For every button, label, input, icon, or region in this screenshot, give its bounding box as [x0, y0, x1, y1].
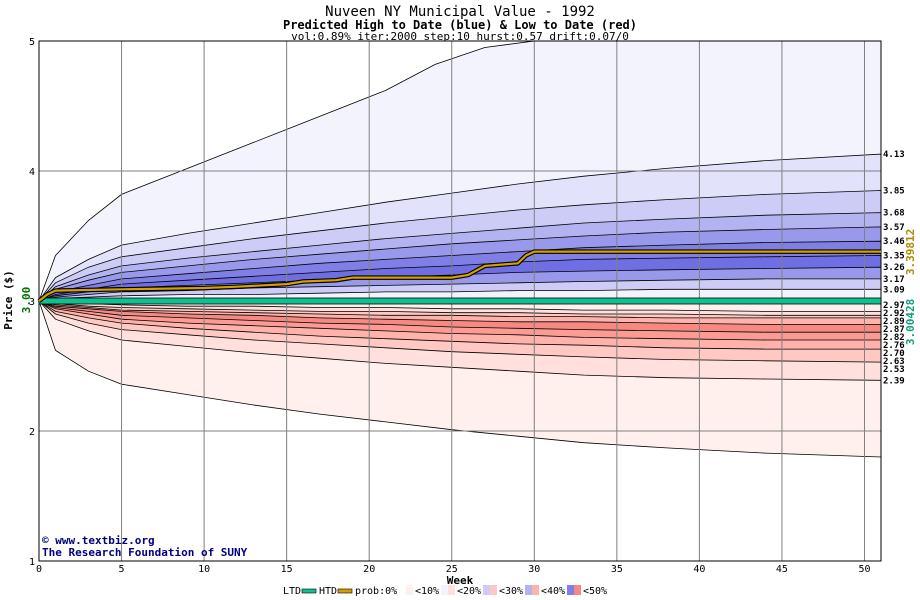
credit-block: © www.textbiz.org The Research Foundatio… [42, 534, 248, 559]
y-tick-label: 3 [29, 297, 35, 308]
legend: LTD HTD prob:0% <10% <20% <30% <40% <50% [283, 585, 607, 597]
legend-swatch-low [448, 585, 455, 595]
band-value-labels: 4.13 3.85 3.68 3.57 3.46 3.353.26 3.173.09 2.97… [883, 150, 905, 386]
price-paths [37, 249, 882, 305]
band-value-label: 2.39 [883, 376, 905, 386]
x-tick-label: 20 [363, 564, 375, 575]
legend-label: <30% [499, 586, 523, 597]
band-value-label: 2.87 [883, 325, 905, 335]
band-value-label: 2.89 [883, 317, 905, 327]
ltd-end-value: 3.00428 [904, 299, 917, 345]
legend-line-swatch [337, 588, 353, 594]
band-value-label: 3.46 [883, 237, 905, 247]
y-tick-label: 2 [29, 427, 35, 438]
legend-swatch-high [525, 585, 532, 595]
x-tick-label: 15 [281, 564, 293, 575]
legend-label: <10% [415, 586, 439, 597]
legend-label: LTD [283, 586, 301, 597]
chart-subtitle: Predicted High to Date (blue) & Low to D… [283, 18, 637, 32]
band-value-label: 4.13 [883, 150, 905, 160]
legend-swatch-high [483, 585, 490, 595]
credit-site-text: www.textbiz.org [55, 534, 154, 547]
x-axis-ticks: 0 5 10 15 20 25 30 35 40 45 50 [36, 564, 871, 575]
x-tick-label: 40 [693, 564, 705, 575]
x-tick-label: 5 [119, 564, 125, 575]
y-tick-label: 4 [29, 167, 35, 178]
x-axis-label: Week [447, 574, 474, 587]
x-tick-label: 25 [446, 564, 458, 575]
band-value-label: 3.85 [883, 187, 905, 197]
x-tick-label: 0 [36, 564, 42, 575]
band-value-label: 2.53 [883, 365, 905, 375]
band-value-label: 2.82 [883, 333, 905, 343]
band-value-label: 3.35 [883, 252, 905, 262]
legend-line-swatch [301, 588, 317, 594]
x-tick-label: 35 [611, 564, 623, 575]
band-value-label: 3.17 [883, 275, 905, 285]
legend-label: prob:0% [355, 586, 397, 597]
x-tick-label: 45 [776, 564, 788, 575]
legend-swatch-high [399, 585, 406, 595]
y-axis-label: Price ($) [2, 270, 15, 330]
y-axis-ticks: 1 2 3 4 5 [29, 37, 35, 568]
legend-swatch-high [567, 585, 574, 595]
legend-swatch-low [532, 585, 539, 595]
chart-title: Nuveen NY Municipal Value - 1992 [325, 4, 595, 20]
y-tick-label: 1 [29, 557, 35, 568]
band-value-label: 3.09 [883, 285, 905, 295]
x-tick-label: 50 [858, 564, 870, 575]
ltd-path [38, 297, 882, 305]
legend-label: <40% [541, 586, 565, 597]
legend-label: <20% [457, 586, 481, 597]
legend-swatch-high [441, 585, 448, 595]
y-tick-label: 5 [29, 37, 35, 48]
band-value-label: 3.26 [883, 263, 905, 273]
x-tick-label: 30 [528, 564, 540, 575]
probability-bands [37, 40, 882, 458]
x-tick-label: 10 [198, 564, 210, 575]
legend-swatch-low [490, 585, 497, 595]
htd-path [38, 250, 881, 302]
simulation-params: vol:0.89% iter:2000 step:10 hurst:0.57 d… [291, 30, 629, 43]
credit-site: © www.textbiz.org [42, 534, 155, 547]
band-value-label: 3.57 [883, 223, 905, 233]
start-price-label: 3.00 [20, 287, 33, 314]
legend-label: HTD [319, 586, 337, 597]
band-value-label: 2.97 [883, 301, 905, 311]
legend-swatch-low [574, 585, 581, 595]
legend-swatch-low [406, 585, 413, 595]
credit-org: The Research Foundation of SUNY [42, 546, 248, 559]
legend-label: <50% [583, 586, 607, 597]
band-value-label: 2.92 [883, 309, 905, 319]
band-value-label: 2.70 [883, 349, 905, 359]
htd-end-value: 3.39812 [904, 229, 917, 275]
band-value-label: 2.63 [883, 357, 905, 367]
band-value-label: 2.76 [883, 341, 905, 351]
band-value-label: 3.68 [883, 209, 905, 219]
